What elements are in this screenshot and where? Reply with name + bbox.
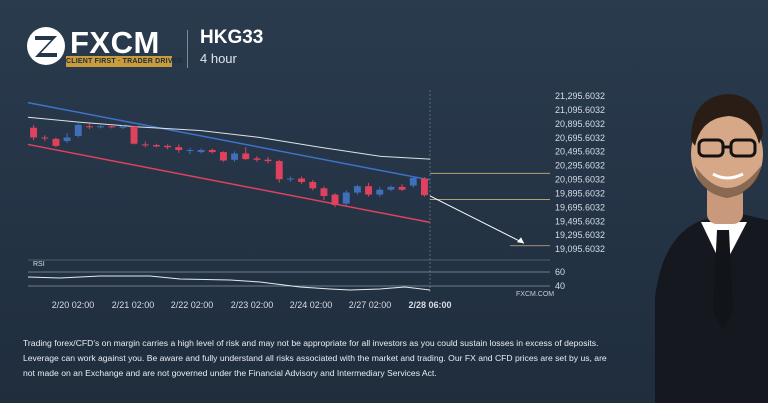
- upper-trend-line: [27, 101, 431, 181]
- candle-body: [253, 158, 261, 160]
- instrument-symbol: HKG33: [200, 27, 264, 48]
- candle-body: [175, 147, 183, 150]
- rsi-line: [27, 275, 431, 291]
- header-divider: [187, 30, 188, 68]
- risk-disclaimer: Trading forex/CFD's on margin carries a …: [23, 338, 607, 378]
- fxcm-logo: FXCM CLIENT FIRST · TRADER DRIVEN: [26, 25, 183, 70]
- y-axis-ticks: 21,295.6032 21,095.6032 20,895.6032 20,695.…: [555, 91, 605, 254]
- header: FXCM CLIENT FIRST · TRADER DRIVEN: [26, 25, 183, 70]
- y-tick-label: 20,695.6032: [555, 133, 605, 143]
- x-tick-label: 2/21 02:00: [112, 300, 155, 310]
- y-tick-label: 21,295.6032: [555, 91, 605, 101]
- candle-body: [275, 161, 283, 180]
- candle-body: [287, 178, 294, 180]
- lower-trend-line: [27, 143, 431, 224]
- candle-body: [97, 126, 104, 128]
- rsi-level-label: 40: [555, 281, 565, 291]
- candle-body: [365, 186, 372, 195]
- candle-body: [153, 145, 160, 147]
- moving-average-line: [27, 116, 431, 160]
- trader-portrait: [655, 94, 768, 403]
- y-tick-label: 20,895.6032: [555, 119, 605, 129]
- candle-body: [264, 159, 272, 162]
- y-tick-label: 19,895.6032: [555, 188, 605, 198]
- candle-body: [376, 189, 384, 195]
- x-tick-label: 2/20 02:00: [52, 300, 95, 310]
- y-tick-label: 20,295.6032: [555, 161, 605, 171]
- candle-body: [186, 150, 194, 151]
- candle-body: [298, 178, 305, 182]
- candle-body: [342, 192, 350, 204]
- candle-body: [130, 126, 138, 144]
- y-tick-label: 20,095.6032: [555, 175, 605, 185]
- candlestick-series: [30, 123, 428, 208]
- candle-body: [41, 137, 49, 139]
- price-chart: 21,295.6032 21,095.6032 20,895.6032 20,695.…: [27, 90, 605, 310]
- y-tick-label: 19,695.6032: [555, 202, 605, 212]
- projection-arrowhead: [517, 237, 524, 244]
- y-tick-label: 20,495.6032: [555, 147, 605, 157]
- x-tick-label: 2/27 02:00: [349, 300, 392, 310]
- candle-body: [208, 150, 216, 153]
- candle-body: [141, 144, 149, 146]
- y-tick-label: 19,495.6032: [555, 216, 605, 226]
- rsi-label: RSI: [33, 261, 45, 268]
- brand-tagline: CLIENT FIRST · TRADER DRIVEN: [66, 56, 183, 67]
- y-tick-label: 19,095.6032: [555, 244, 605, 254]
- candle-body: [387, 186, 395, 190]
- candle-body: [220, 152, 227, 161]
- chart-grid: [28, 90, 550, 292]
- x-tick-label: 2/28 06:00: [408, 300, 451, 310]
- candle-body: [409, 177, 417, 186]
- candle-body: [74, 124, 82, 136]
- fxcm-watermark: FXCM.COM: [516, 291, 554, 298]
- projection-arrow: [429, 195, 525, 244]
- x-tick-label: 2/23 02:00: [231, 300, 274, 310]
- candle-body: [197, 150, 205, 153]
- candle-body: [320, 188, 328, 196]
- candle-body: [231, 153, 238, 160]
- x-tick-label: 2/24 02:00: [290, 300, 333, 310]
- candle-body: [421, 178, 428, 196]
- x-tick-label: 2/22 02:00: [171, 300, 214, 310]
- candle-body: [309, 182, 317, 189]
- candle-body: [242, 153, 250, 160]
- candle-body: [30, 127, 37, 138]
- candle-body: [108, 126, 116, 128]
- y-tick-label: 21,095.6032: [555, 105, 605, 115]
- brand-name: FXCM: [70, 25, 160, 60]
- chart-overlays: [27, 101, 550, 247]
- candle-body: [164, 145, 171, 148]
- chart-timeframe: 4 hour: [200, 51, 237, 66]
- fxcm-z-logo-icon: [27, 27, 65, 65]
- candle-body: [52, 138, 60, 146]
- candle-body: [398, 186, 406, 190]
- x-axis-ticks: 2/20 02:00 2/21 02:00 2/22 02:00 2/23 02:00…: [52, 300, 452, 310]
- candle-body: [119, 126, 127, 128]
- y-tick-label: 19,295.6032: [555, 230, 605, 240]
- rsi-level-label: 60: [555, 267, 565, 277]
- candle-body: [331, 194, 339, 205]
- candle-body: [354, 186, 361, 193]
- candle-body: [63, 137, 71, 141]
- candle-body: [86, 126, 93, 128]
